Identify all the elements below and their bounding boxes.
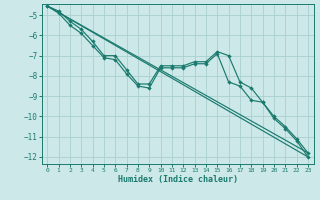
X-axis label: Humidex (Indice chaleur): Humidex (Indice chaleur) bbox=[118, 175, 237, 184]
